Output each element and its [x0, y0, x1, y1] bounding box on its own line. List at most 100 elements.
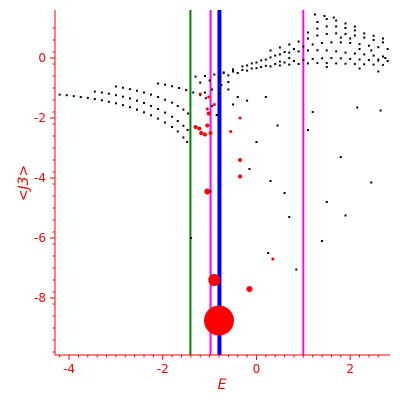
data-point [339, 156, 342, 158]
data-point [297, 40, 300, 43]
x-tick-label: 0 [253, 362, 261, 376]
highlight-point [212, 103, 216, 106]
data-point [330, 41, 333, 44]
data-point [58, 93, 61, 96]
data-point [100, 99, 103, 102]
data-point [325, 49, 328, 52]
data-point [372, 34, 375, 37]
data-point [264, 96, 267, 98]
data-point [114, 102, 117, 105]
data-point [353, 34, 356, 37]
data-point [363, 32, 366, 35]
highlight-point [208, 274, 221, 286]
data-point [121, 95, 124, 98]
data-point [241, 65, 244, 68]
data-point [255, 141, 258, 143]
data-point [367, 44, 370, 47]
data-point [186, 141, 189, 143]
data-point [227, 74, 230, 77]
data-point [377, 46, 380, 49]
data-point [182, 108, 185, 111]
data-point [157, 108, 160, 110]
data-point [269, 49, 272, 52]
data-point [176, 105, 179, 107]
data-point [199, 81, 202, 84]
data-point [332, 16, 335, 19]
data-point [325, 25, 328, 28]
data-point [316, 34, 319, 37]
data-point [100, 91, 103, 94]
data-point [227, 88, 230, 91]
data-point [210, 88, 213, 91]
data-point [339, 36, 342, 39]
data-point [135, 99, 138, 102]
data-point [157, 96, 160, 98]
data-point [344, 214, 347, 217]
x-tick-label: -4 [63, 362, 75, 376]
highlight-point [246, 286, 253, 292]
data-point [143, 91, 146, 94]
data-point [330, 57, 333, 59]
data-point [269, 180, 272, 182]
data-point [297, 50, 300, 53]
data-point [323, 15, 326, 17]
highlight-point [208, 131, 213, 135]
vertical-lines [189, 10, 305, 355]
data-point [157, 82, 160, 85]
data-point [217, 76, 220, 79]
data-point [358, 58, 361, 61]
data-point [232, 70, 235, 73]
data-point [176, 130, 179, 133]
data-point [208, 79, 211, 82]
data-point [335, 19, 338, 22]
data-point [358, 67, 361, 70]
data-point [93, 90, 96, 93]
data-point [255, 67, 258, 70]
data-point [114, 85, 117, 88]
data-point [363, 36, 366, 39]
highlight-point [206, 111, 211, 116]
data-point [311, 111, 314, 113]
data-point [335, 50, 338, 53]
data-point [255, 61, 258, 64]
data-point [171, 85, 174, 88]
data-point [283, 61, 286, 64]
data-point [386, 48, 389, 50]
data-point [288, 216, 291, 218]
data-point [339, 41, 342, 44]
data-point [150, 105, 153, 107]
data-point [135, 108, 138, 111]
data-point [194, 75, 197, 78]
data-point [384, 57, 387, 59]
data-point [217, 93, 220, 95]
data-point [353, 52, 356, 55]
data-point [72, 95, 75, 98]
data-point [386, 60, 389, 62]
data-point [307, 129, 310, 131]
y-tick-label: -4 [34, 171, 46, 185]
data-point [203, 75, 206, 77]
data-point [372, 39, 375, 41]
data-point [269, 65, 272, 68]
data-point [128, 88, 131, 91]
data-point [176, 120, 179, 122]
highlight-point [198, 92, 202, 96]
data-point [264, 64, 267, 67]
highlight-point [193, 125, 198, 129]
data-point [246, 64, 249, 67]
data-point [325, 33, 328, 35]
data-point [171, 126, 174, 128]
data-point [185, 89, 188, 92]
data-point [121, 86, 124, 89]
data-point [307, 31, 310, 34]
data-point [210, 105, 213, 107]
data-point [260, 66, 263, 68]
data-point [358, 43, 361, 46]
data-point [363, 63, 366, 66]
data-point [187, 112, 190, 115]
data-point [182, 136, 185, 139]
highlight-point [197, 126, 202, 131]
data-point [65, 94, 68, 97]
data-point [236, 96, 239, 98]
